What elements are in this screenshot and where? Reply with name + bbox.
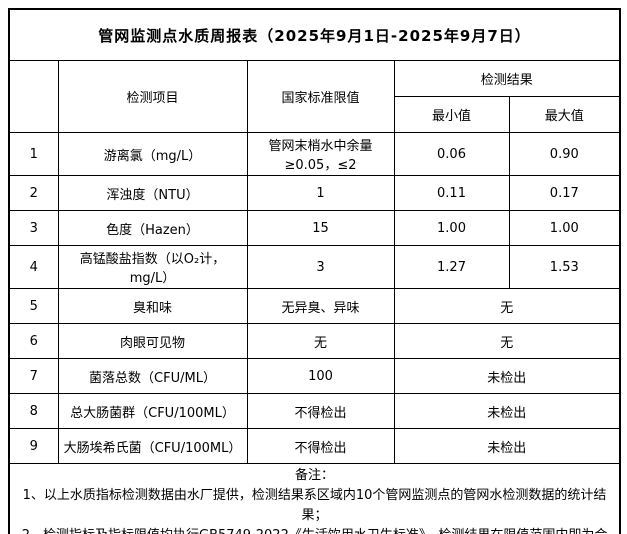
header-max: 最大值 [508,96,621,133]
limit-value: 不得检出 [246,428,395,464]
min-value: 0.11 [393,175,510,211]
item-name: 高锰酸盐指数（以O₂计，mg/L） [57,245,248,289]
item-name: 臭和味 [57,288,248,324]
item-name: 大肠埃希氏菌（CFU/100ML） [57,428,248,464]
result-value: 无 [393,288,621,324]
row-number: 7 [8,358,59,394]
table-row: 9 大肠埃希氏菌（CFU/100ML） 不得检出 未检出 [8,428,621,464]
notes-row: 备注： 1、以上水质指标检测数据由水厂提供，检测结果系区域内10个管网监测点的管… [8,462,621,534]
header-result: 检测结果 [393,60,621,97]
limit-value: 3 [246,245,395,289]
row-number: 5 [8,288,59,324]
table-header-row: 检测项目 国家标准限值 检测结果 [8,60,621,133]
table-row: 2 浑浊度（NTU） 1 0.11 0.17 [8,175,621,211]
row-number: 1 [8,132,59,176]
limit-value: 不得检出 [246,393,395,429]
table-subheader-row: 最小值 最大值 [9,96,621,133]
table-row: 1 游离氯（mg/L） 管网末梢水中余量≥0.05，≤2 0.06 0.90 [8,132,621,176]
item-name: 游离氯（mg/L） [57,132,248,176]
min-value: 1.00 [393,210,510,246]
limit-value: 无 [246,323,395,359]
table-row: 7 菌落总数（CFU/ML） 100 未检出 [8,358,621,394]
page-title: 管网监测点水质周报表（2025年9月1日-2025年9月7日） [8,8,621,61]
item-name: 色度（Hazen） [57,210,248,246]
notes-block: 备注： 1、以上水质指标检测数据由水厂提供，检测结果系区域内10个管网监测点的管… [8,462,621,534]
header-item: 检测项目 [57,60,248,133]
note-line-2: 2、检测指标及指标限值均执行GB5749-2022《生活饮用水卫生标准》，检测结… [14,526,615,534]
limit-value: 无异臭、异味 [246,288,395,324]
item-name: 总大肠菌群（CFU/100ML） [57,393,248,429]
item-name: 肉眼可见物 [57,323,248,359]
title-row: 管网监测点水质周报表（2025年9月1日-2025年9月7日） [8,8,621,61]
max-value: 0.90 [508,132,621,176]
min-value: 1.27 [393,245,510,289]
item-name: 菌落总数（CFU/ML） [57,358,248,394]
notes-label: 备注： [295,468,335,483]
table-row: 5 臭和味 无异臭、异味 无 [8,288,621,324]
row-number: 6 [8,323,59,359]
row-number: 3 [8,210,59,246]
header-row-number-blank [8,60,59,133]
row-number: 2 [8,175,59,211]
table-row: 4 高锰酸盐指数（以O₂计，mg/L） 3 1.27 1.53 [8,245,621,289]
limit-value: 100 [246,358,395,394]
table-row: 3 色度（Hazen） 15 1.00 1.00 [8,210,621,246]
result-value: 未检出 [393,358,621,394]
limit-value: 15 [246,210,395,246]
result-value: 无 [393,323,621,359]
result-value: 未检出 [393,393,621,429]
min-value: 0.06 [393,132,510,176]
header-limit: 国家标准限值 [246,60,395,133]
water-quality-table: 管网监测点水质周报表（2025年9月1日-2025年9月7日） 检测项目 国家标… [8,8,622,534]
row-number: 9 [8,428,59,464]
item-name: 浑浊度（NTU） [57,175,248,211]
max-value: 1.53 [508,245,621,289]
header-min: 最小值 [393,96,510,133]
result-value: 未检出 [393,428,621,464]
row-number: 4 [8,245,59,289]
row-number: 8 [8,393,59,429]
note-line-1: 1、以上水质指标检测数据由水厂提供，检测结果系区域内10个管网监测点的管网水检测… [22,488,607,524]
max-value: 0.17 [508,175,621,211]
table-row: 6 肉眼可见物 无 无 [8,323,621,359]
max-value: 1.00 [508,210,621,246]
limit-value: 管网末梢水中余量≥0.05，≤2 [246,132,395,176]
table-row: 8 总大肠菌群（CFU/100ML） 不得检出 未检出 [8,393,621,429]
limit-value: 1 [246,175,395,211]
